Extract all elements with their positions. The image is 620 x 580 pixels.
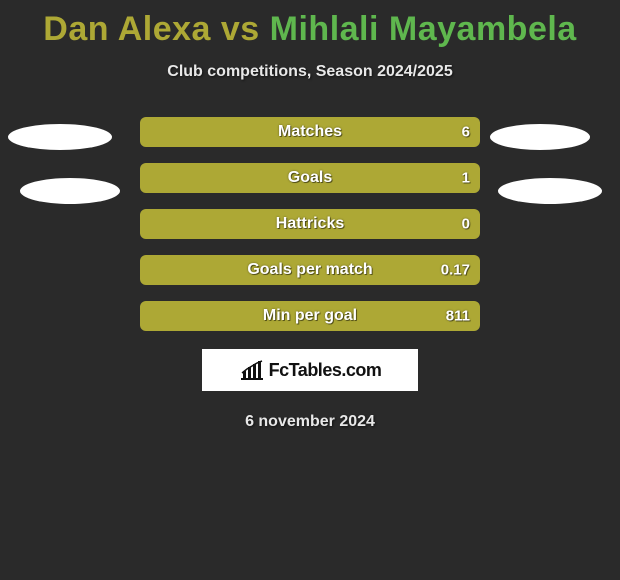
bar-track: Min per goal 811 <box>140 301 480 331</box>
logo-box: FcTables.com <box>202 349 418 391</box>
stat-row: Hattricks 0 <box>0 209 620 239</box>
subtitle: Club competitions, Season 2024/2025 <box>0 63 620 81</box>
bar-track: Goals 1 <box>140 163 480 193</box>
stat-label: Goals <box>288 169 332 187</box>
stat-label: Goals per match <box>247 261 372 279</box>
stat-value-right: 811 <box>446 308 470 325</box>
player2-name: Mihlali Mayambela <box>270 10 577 48</box>
bar-track: Hattricks 0 <box>140 209 480 239</box>
stat-label: Hattricks <box>276 215 344 233</box>
player1-name: Dan Alexa <box>43 10 211 48</box>
comparison-chart: Matches 6 Goals 1 Hattricks 0 Goals per match 0… <box>0 117 620 331</box>
stat-value-right: 0.17 <box>441 262 470 279</box>
page-title: Dan Alexa vs Mihlali Mayambela <box>0 0 620 49</box>
vs-text: vs <box>211 10 270 48</box>
logo-text: FcTables.com <box>269 360 382 381</box>
decorative-cloud <box>498 178 602 204</box>
stat-value-right: 1 <box>462 170 470 187</box>
bar-track: Goals per match 0.17 <box>140 255 480 285</box>
decorative-cloud <box>8 124 112 150</box>
stat-label: Min per goal <box>263 307 357 325</box>
stat-value-right: 6 <box>462 124 470 141</box>
bar-chart-icon <box>239 359 265 381</box>
decorative-cloud <box>20 178 120 204</box>
stat-row: Goals per match 0.17 <box>0 255 620 285</box>
stat-value-right: 0 <box>462 216 470 233</box>
footer-date: 6 november 2024 <box>0 413 620 431</box>
stat-row: Min per goal 811 <box>0 301 620 331</box>
stat-label: Matches <box>278 123 342 141</box>
bar-track: Matches 6 <box>140 117 480 147</box>
decorative-cloud <box>490 124 590 150</box>
